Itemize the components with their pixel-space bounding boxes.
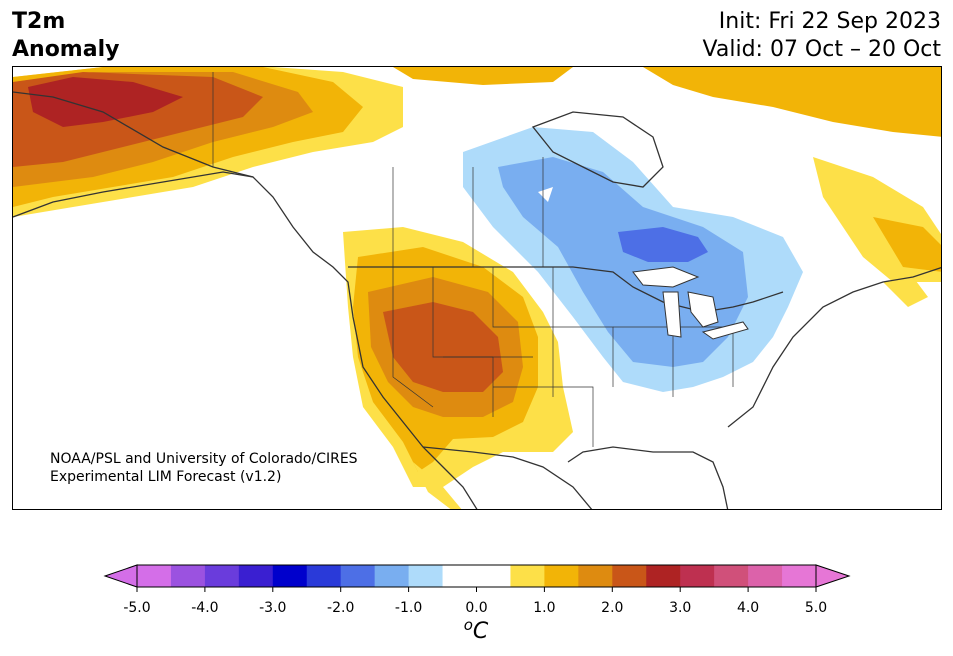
colorbar-cell	[646, 565, 681, 587]
colorbar-cell	[272, 565, 308, 587]
colorbar-cell	[714, 565, 749, 587]
colorbar-cell	[578, 565, 613, 587]
credit-text: NOAA/PSL and University of Colorado/CIRE…	[50, 450, 358, 486]
colorbar-cells	[137, 565, 817, 587]
colorbar-cell	[170, 565, 206, 587]
cool-hole	[538, 187, 553, 202]
colorbar-tick-label: -4.0	[191, 600, 218, 616]
colorbar-cell	[306, 565, 342, 587]
colorbar-tick-label: 1.0	[533, 600, 555, 616]
labrador-warm-2	[873, 217, 941, 272]
colorbar-cell	[782, 565, 817, 587]
title-right: Init: Fri 22 Sep 2023 Valid: 07 Oct – 20…	[703, 8, 941, 64]
colorbar-tick-label: 3.0	[669, 600, 691, 616]
credit-line-2: Experimental LIM Forecast (v1.2)	[50, 469, 282, 485]
warm-anomaly-fields	[13, 67, 941, 509]
canada-us-border	[348, 266, 784, 313]
title-variable: T2m	[12, 9, 66, 34]
pacific-coast	[13, 91, 478, 509]
cool-2	[498, 157, 748, 367]
colorbar-tick-label: 0.0	[465, 600, 487, 616]
lake-superior	[632, 266, 700, 288]
title-field: Anomaly	[12, 37, 120, 62]
colorbar-cell	[476, 565, 511, 587]
colorbar-tick-label: 5.0	[805, 600, 827, 616]
lake-huron	[687, 291, 719, 328]
lake-erie	[701, 321, 749, 340]
colorbar-cell	[408, 565, 444, 587]
west-warm-4	[383, 302, 503, 392]
unit-superscript: o	[464, 616, 473, 634]
cool-anomaly-fields	[463, 127, 803, 392]
state-border-4	[552, 267, 614, 387]
colorbar-cell	[510, 565, 545, 587]
political-boundaries	[13, 72, 941, 509]
colorbar-tick-label: -5.0	[123, 600, 150, 616]
baja-warm	[413, 462, 462, 509]
gulf-coast	[567, 446, 729, 509]
us-mexico-border	[422, 446, 593, 509]
colorbar-cell	[544, 565, 579, 587]
colorbar-tick-label: -2.0	[327, 600, 354, 616]
lake-michigan	[662, 291, 682, 338]
colorbar-tick-label: -1.0	[395, 600, 422, 616]
alaska-coast	[13, 171, 254, 218]
valid-range: Valid: 07 Oct – 20 Oct	[702, 37, 941, 62]
colorbar-min-extend	[103, 564, 138, 588]
great-lakes	[632, 266, 749, 340]
colorbar-cell	[340, 565, 376, 587]
state-border-1	[392, 267, 434, 408]
cool-3	[618, 227, 708, 262]
colorbar-unit: oC	[464, 616, 489, 644]
colorbar-cell	[442, 565, 477, 587]
colorbar-tick-label: -3.0	[259, 600, 286, 616]
init-date: Init: Fri 22 Sep 2023	[718, 9, 941, 34]
alaska-warm-5	[28, 77, 183, 127]
colorbar-ticks: -5.0 -4.0 -3.0 -2.0 -1.0 0.0 1.0 2.0 3.0 4.0 5.0	[123, 587, 827, 616]
map-panel: NOAA/PSL and University of Colorado/CIRE…	[12, 66, 942, 510]
arctic-warm-1	[393, 67, 573, 85]
colorbar-cell	[137, 565, 172, 587]
hudson-bay	[531, 111, 664, 188]
atlantic-coast	[727, 266, 941, 428]
colorbar-cell	[238, 565, 274, 587]
colorbar-tick-label: 4.0	[737, 600, 759, 616]
colorbar-cell	[374, 565, 410, 587]
anomaly-map: NOAA/PSL and University of Colorado/CIRE…	[13, 67, 941, 509]
unit-base: C	[473, 619, 489, 644]
arctic-warm-2	[643, 67, 941, 137]
title-left: T2m Anomaly	[12, 8, 119, 64]
state-border-8	[493, 386, 594, 447]
colorbar-cell	[612, 565, 647, 587]
colorbar-tick-label: 2.0	[601, 600, 623, 616]
colorbar-max-extend	[815, 564, 851, 588]
credit-line-1: NOAA/PSL and University of Colorado/CIRE…	[50, 451, 358, 467]
colorbar-cell	[748, 565, 783, 587]
newfoundland-warm	[883, 277, 928, 307]
colorbar-cell	[204, 565, 240, 587]
state-border-3	[492, 267, 554, 397]
colorbar-cell	[680, 565, 715, 587]
